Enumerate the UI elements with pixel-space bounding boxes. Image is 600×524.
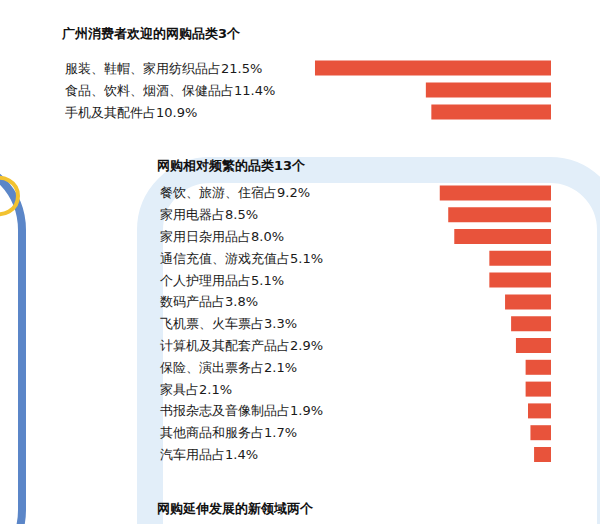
svg-text:个人护理用品占5.1%: 个人护理用品占5.1%: [160, 273, 284, 288]
svg-text:汽车用品占1.4%: 汽车用品占1.4%: [160, 447, 258, 462]
svg-text:网购延伸发展的新领域两个: 网购延伸发展的新领域两个: [157, 501, 314, 516]
svg-text:其他商品和服务占1.7%: 其他商品和服务占1.7%: [160, 425, 297, 440]
svg-text:书报杂志及音像制品占1.9%: 书报杂志及音像制品占1.9%: [160, 403, 323, 418]
svg-text:数码产品占3.8%: 数码产品占3.8%: [160, 294, 258, 309]
svg-text:食品、饮料、烟酒、保健品占11.4%: 食品、饮料、烟酒、保健品占11.4%: [65, 83, 275, 98]
svg-text:服装、鞋帽、家用纺织品占21.5%: 服装、鞋帽、家用纺织品占21.5%: [65, 61, 262, 76]
svg-text:广州消费者欢迎的网购品类3个: 广州消费者欢迎的网购品类3个: [61, 26, 241, 41]
svg-text:家用日杂用品占8.0%: 家用日杂用品占8.0%: [160, 229, 284, 244]
svg-text:保险、演出票务占2.1%: 保险、演出票务占2.1%: [160, 360, 297, 375]
svg-text:手机及其配件占10.9%: 手机及其配件占10.9%: [65, 105, 197, 120]
svg-text:餐饮、旅游、住宿占9.2%: 餐饮、旅游、住宿占9.2%: [160, 185, 310, 200]
svg-text:家具占2.1%: 家具占2.1%: [160, 382, 232, 397]
svg-text:家用电器占8.5%: 家用电器占8.5%: [160, 207, 258, 222]
svg-text:网购相对频繁的品类13个: 网购相对频繁的品类13个: [157, 158, 306, 173]
svg-text:飞机票、火车票占3.3%: 飞机票、火车票占3.3%: [160, 316, 297, 331]
svg-text:通信充值、游戏充值占5.1%: 通信充值、游戏充值占5.1%: [160, 251, 323, 266]
svg-text:计算机及其配套产品占2.9%: 计算机及其配套产品占2.9%: [160, 338, 323, 353]
